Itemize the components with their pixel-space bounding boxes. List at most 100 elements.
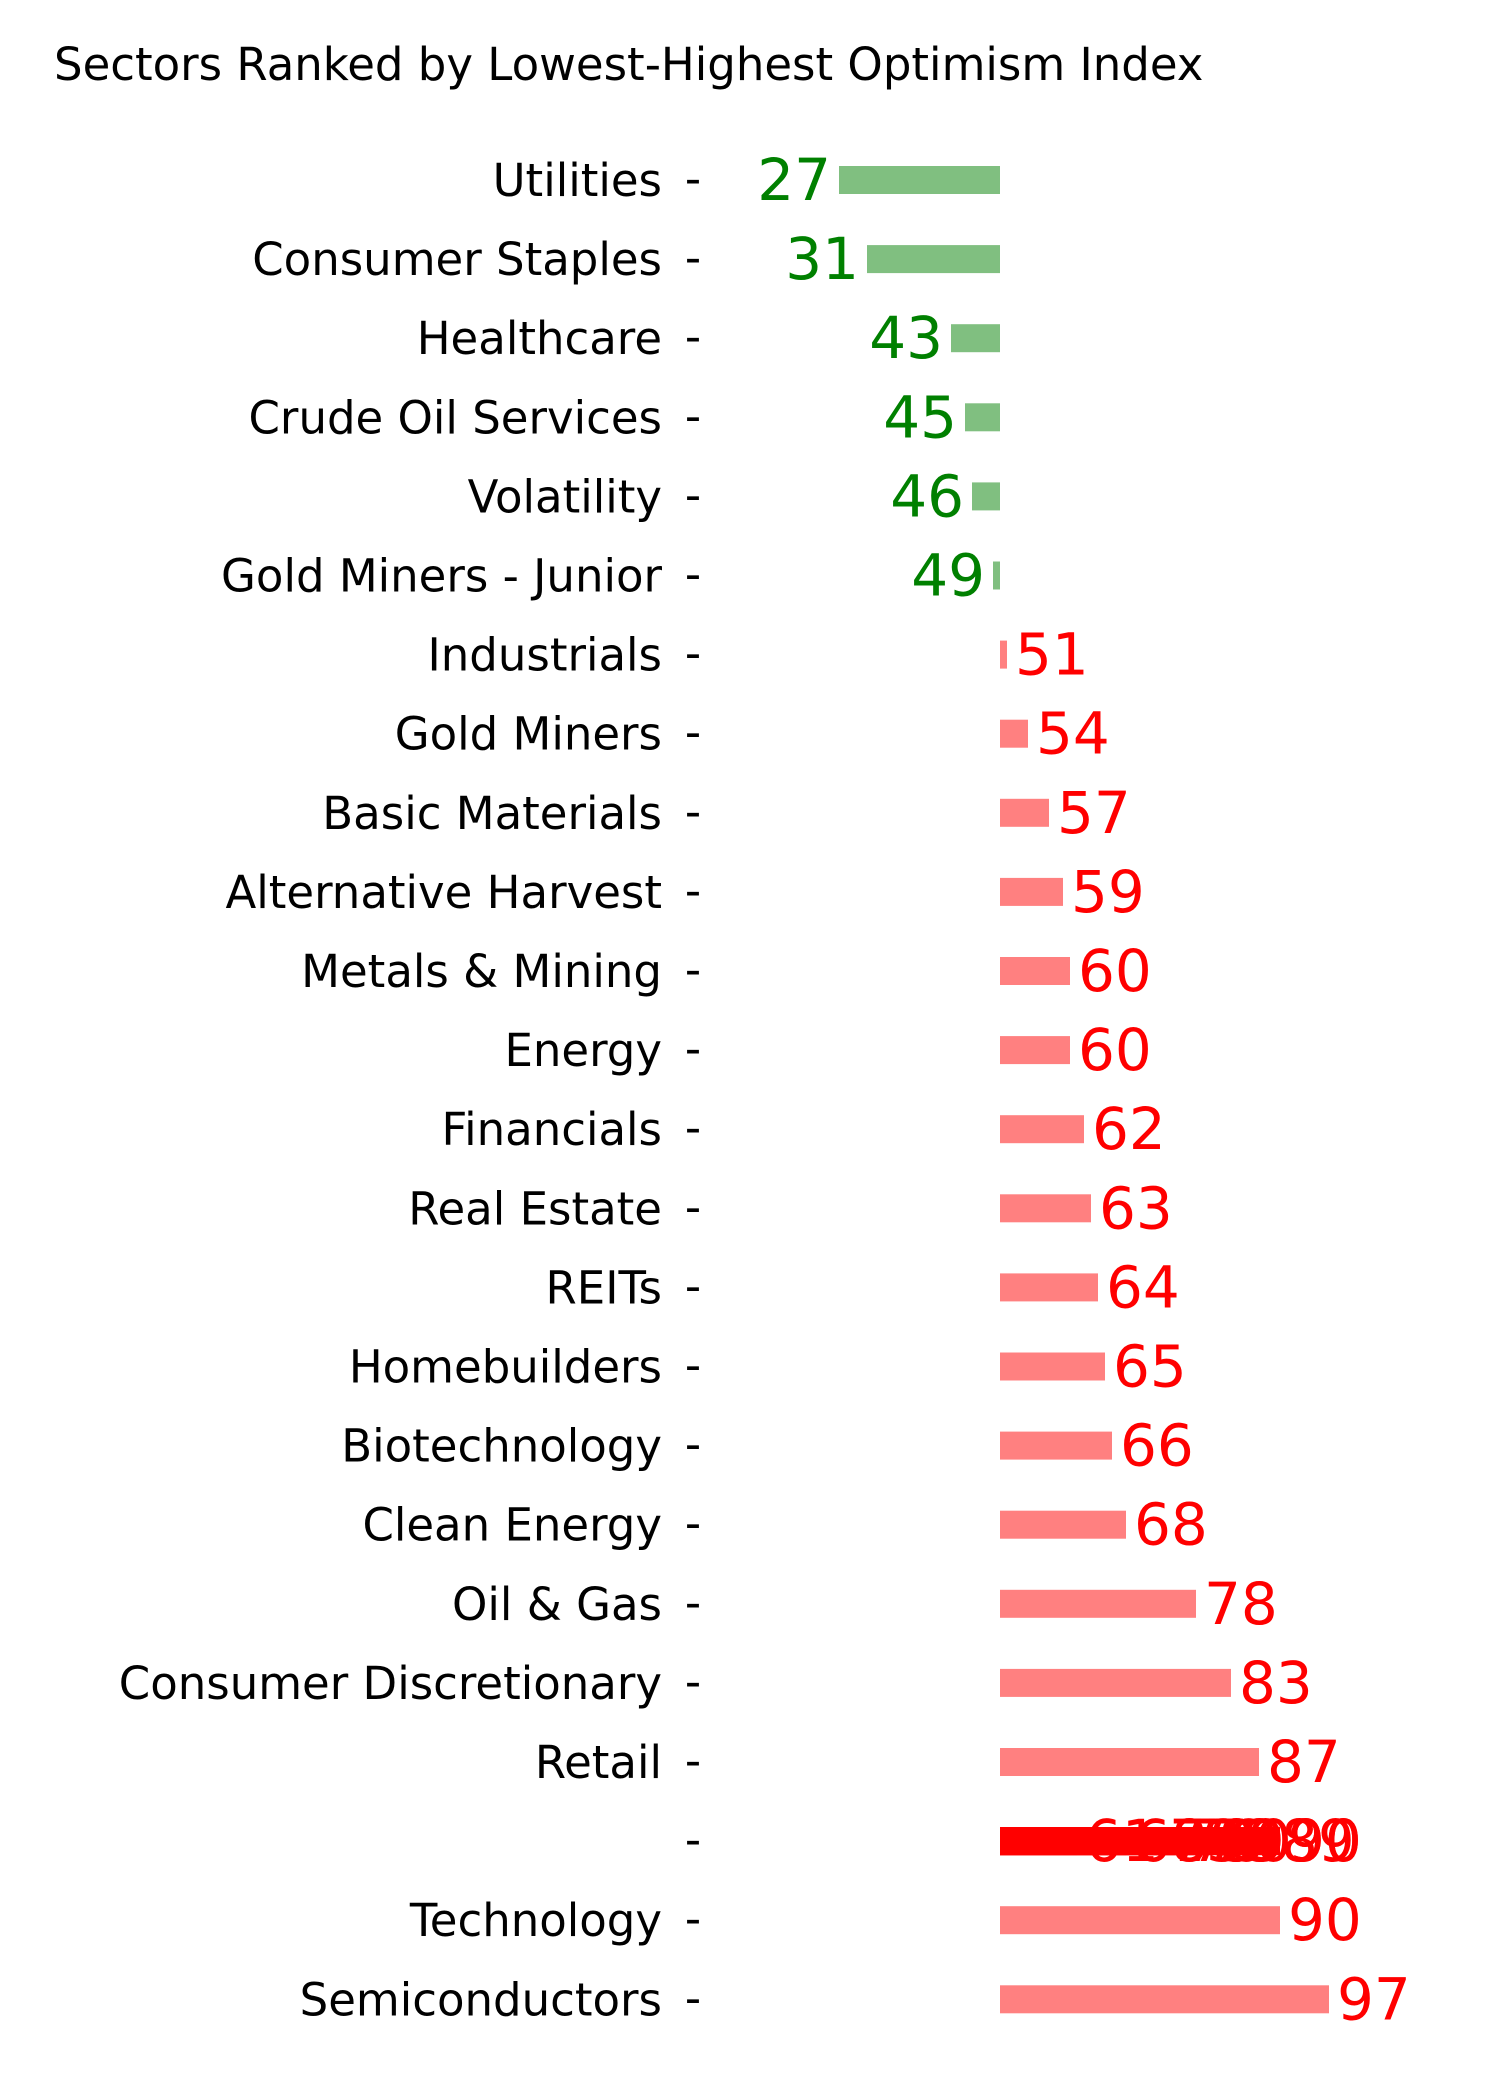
overlay-value-label: 90 [1288,1807,1362,1875]
overlay-bar [1000,1827,1280,1856]
category-label: Alternative Harvest [225,866,662,919]
category-label: Gold Miners [395,708,662,761]
value-label: 31 [785,225,859,293]
category-label: Technology [409,1894,662,1947]
tick-mark: - [685,864,701,917]
chart-title: Sectors Ranked by Lowest-Highest Optimis… [54,38,1204,91]
value-label: 27 [757,146,831,214]
bar [1000,719,1028,748]
value-label: 90 [1288,1807,1362,1875]
tick-mark: - [685,1022,701,1075]
tick-mark: - [685,1101,701,1154]
overlay-value-label: 61 [1085,1807,1159,1875]
category-label: REITs [546,1261,662,1314]
category-label: Gold Miners - Junior [221,550,662,603]
category-label: Metals & Mining [301,945,662,998]
bar [839,166,1000,194]
tick-mark: - [685,706,701,759]
value-label: 87 [1267,1728,1341,1796]
bar [1000,1748,1259,1776]
bar [1000,1352,1105,1381]
value-label: 57 [1057,779,1131,847]
category-label: Consumer Discretionary [119,1657,662,1710]
tick-mark: - [685,389,701,442]
value-label: 60 [1078,937,1152,1005]
value-label: 97 [1337,1965,1411,2033]
bar [1000,1194,1091,1223]
tick-mark: - [685,468,701,521]
tick-mark: - [685,1971,701,2024]
category-label: Volatility [468,470,662,523]
category-label: Healthcare [417,312,662,365]
bar [1000,1273,1098,1302]
category-label: Biotechnology [341,1420,662,1473]
bar [972,482,1000,511]
value-label: 68 [1134,1491,1208,1559]
bar [951,324,1000,353]
tick-mark: - [685,1259,701,1312]
value-label: 65 [1113,1333,1187,1401]
bar [1000,1036,1070,1065]
bar [1000,798,1049,827]
bar [965,403,1000,432]
overlay-bars [1000,1827,1280,1856]
value-label: 66 [1120,1412,1194,1480]
value-label: 43 [869,304,943,372]
overlay-value-label: 89 [1281,1807,1355,1875]
value-label: 51 [1015,621,1089,689]
overlay-value-label: 80 [1218,1807,1292,1875]
tick-mark: - [685,1655,701,1708]
value-label: 83 [1239,1649,1313,1717]
value-label: 46 [890,462,964,530]
value-label: 59 [1071,858,1145,926]
bar [1000,1115,1084,1144]
category-label: Real Estate [408,1182,662,1235]
category-label: Homebuilders [349,1341,662,1394]
tick-mark: - [685,1734,701,1787]
chart-rows [839,166,1329,2014]
tick-mark: - [685,1339,701,1392]
value-label: 78 [1204,1570,1278,1638]
bar [1000,640,1007,669]
category-label: Energy [504,1024,662,1077]
value-label: 49 [911,542,985,610]
tick-mark: - [685,943,701,996]
bar [1000,957,1070,985]
bar [1000,877,1063,906]
bar [993,561,1000,590]
bar [1000,1906,1280,1935]
value-label: 63 [1099,1174,1173,1242]
category-label: Utilities [493,154,662,207]
value-label: 90 [1288,1886,1362,1954]
bar [1000,1589,1196,1618]
tick-mark: - [685,1813,701,1866]
tick-mark: - [685,231,701,284]
tick-mark: - [685,548,701,601]
category-label: Retail [535,1736,662,1789]
bar [867,245,1000,274]
value-label: 62 [1092,1095,1166,1163]
overlay-value-label: 68 [1134,1807,1208,1875]
tick-mark: - [685,1576,701,1629]
tick-mark: - [685,1497,701,1550]
category-label: Industrials [428,629,663,682]
bar [1000,1431,1112,1460]
value-label: 60 [1078,1016,1152,1084]
overlay-value-label: 79 [1211,1807,1285,1875]
value-label: 54 [1036,700,1110,768]
tick-mark: - [685,1180,701,1233]
category-label: Consumer Staples [252,233,662,286]
tick-mark: - [685,1892,701,1945]
value-label: 64 [1106,1253,1180,1321]
tick-mark: - [685,152,701,205]
category-label: Clean Energy [362,1499,662,1552]
overlay-value-label: 75 [1183,1807,1257,1875]
tick-mark: - [685,627,701,680]
tick-mark: - [685,785,701,838]
overlay-value-label: 76 [1190,1807,1264,1875]
tick-mark: - [685,1418,701,1471]
overlay-value-label: 73 [1169,1807,1243,1875]
tick-mark: - [685,310,701,363]
